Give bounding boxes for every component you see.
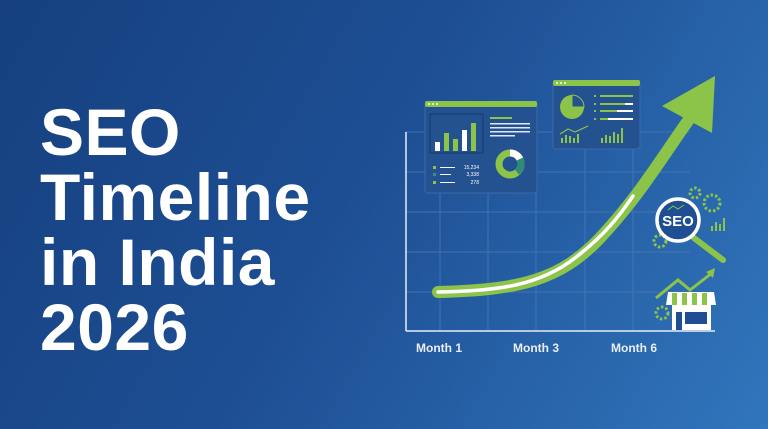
seo-badge-text: SEO: [662, 213, 694, 230]
title-line: 2026: [40, 290, 189, 364]
gear-icon: [652, 186, 722, 321]
axes: [405, 132, 715, 332]
growth-arrow-icon: [432, 76, 715, 298]
magnifier-seo-icon: SEO: [655, 197, 726, 263]
bar-chart-icon: [711, 218, 725, 231]
stat-value: 15,234: [464, 165, 480, 171]
storefront-icon: [655, 268, 716, 330]
stat-value: 278: [471, 180, 480, 186]
stat-value: 3,338: [466, 172, 479, 178]
dashboard-panel: 15,234 3,338 278: [424, 101, 538, 194]
x-label: Month 6: [611, 341, 657, 355]
pie-chart-icon: [560, 94, 585, 119]
dashboard-panel: [552, 80, 641, 150]
title-line: SEO: [40, 95, 181, 169]
bar-chart-icon: [435, 123, 476, 151]
page-title: SEO Timeline in India 2026: [40, 95, 311, 364]
x-label: Month 1: [416, 341, 462, 355]
donut-chart-icon: [495, 149, 525, 179]
title-line: Timeline: [40, 160, 311, 234]
bar-chart-icon: [561, 128, 623, 143]
x-label: Month 3: [513, 341, 559, 355]
title-line: in India: [40, 225, 275, 299]
